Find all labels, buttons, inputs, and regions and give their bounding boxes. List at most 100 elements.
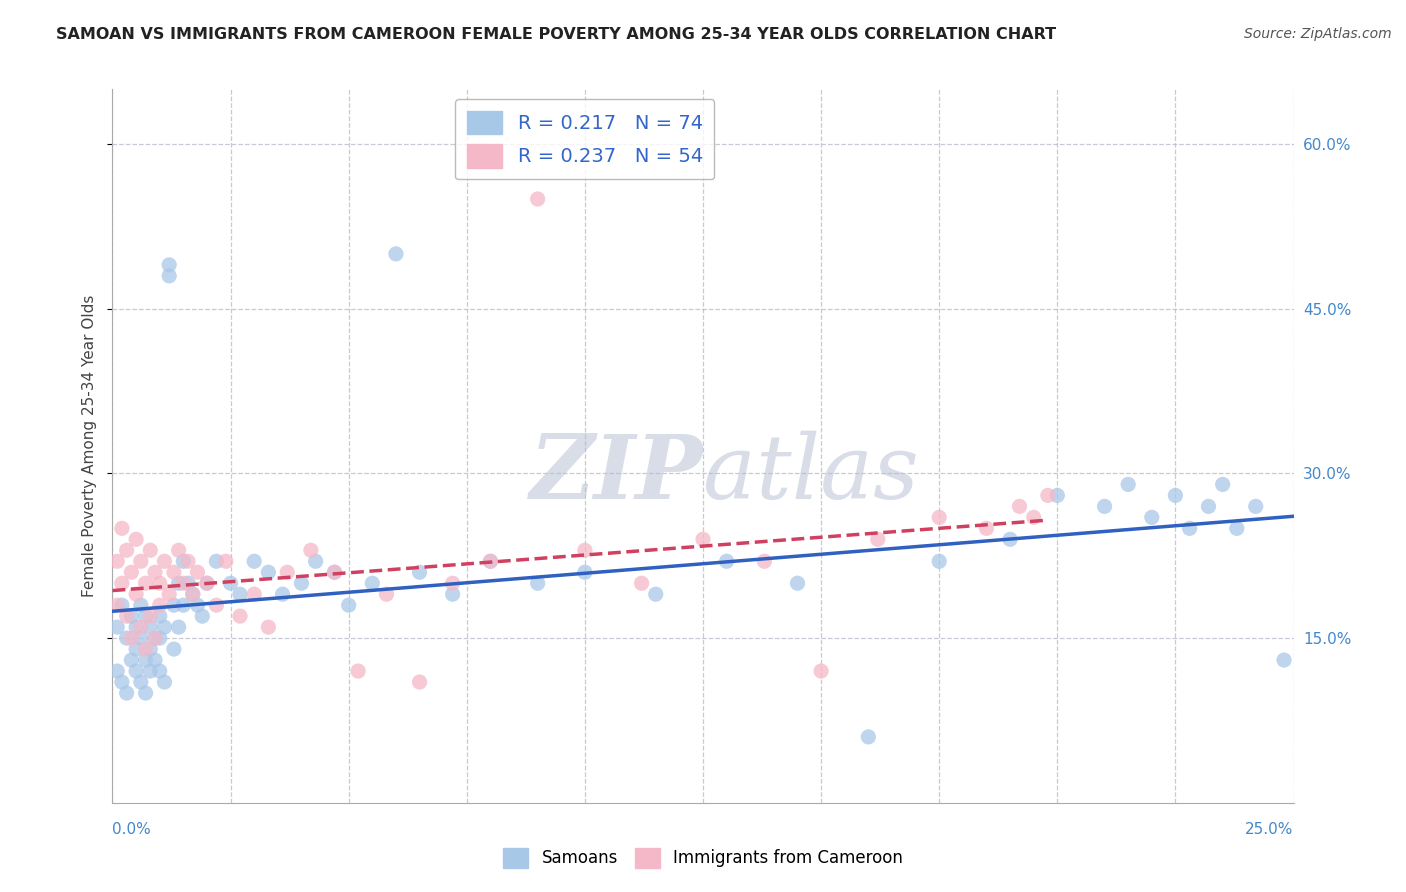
Point bbox=[998, 533, 1021, 547]
Point bbox=[135, 642, 157, 657]
Point bbox=[125, 620, 148, 634]
Point bbox=[276, 566, 298, 580]
Point bbox=[115, 543, 138, 558]
Point bbox=[375, 587, 398, 601]
Point bbox=[111, 675, 134, 690]
Point bbox=[172, 576, 194, 591]
Point bbox=[157, 258, 180, 272]
Point bbox=[120, 566, 142, 580]
Point bbox=[441, 587, 464, 601]
Point bbox=[115, 686, 138, 700]
Point bbox=[143, 653, 166, 667]
Point bbox=[172, 554, 194, 568]
Point bbox=[191, 609, 214, 624]
Point bbox=[526, 576, 548, 591]
Text: ZIP: ZIP bbox=[530, 432, 703, 517]
Point bbox=[257, 620, 280, 634]
Point bbox=[441, 576, 464, 591]
Y-axis label: Female Poverty Among 25-34 Year Olds: Female Poverty Among 25-34 Year Olds bbox=[82, 295, 97, 597]
Point bbox=[205, 554, 228, 568]
Point bbox=[120, 609, 142, 624]
Point bbox=[120, 653, 142, 667]
Point bbox=[195, 576, 218, 591]
Point bbox=[337, 598, 360, 612]
Point bbox=[125, 533, 148, 547]
Point bbox=[361, 576, 384, 591]
Point bbox=[129, 598, 152, 612]
Point bbox=[139, 664, 162, 678]
Point bbox=[928, 554, 950, 568]
Point bbox=[135, 686, 157, 700]
Point bbox=[157, 587, 180, 601]
Point bbox=[385, 247, 408, 261]
Point bbox=[215, 554, 238, 568]
Point bbox=[125, 664, 148, 678]
Point bbox=[1022, 510, 1045, 524]
Point bbox=[299, 543, 322, 558]
Point bbox=[1094, 500, 1116, 514]
Point bbox=[115, 631, 138, 645]
Point bbox=[139, 642, 162, 657]
Legend: Samoans, Immigrants from Cameroon: Samoans, Immigrants from Cameroon bbox=[496, 841, 910, 875]
Point bbox=[243, 554, 266, 568]
Point bbox=[786, 576, 808, 591]
Point bbox=[243, 587, 266, 601]
Point bbox=[149, 609, 172, 624]
Point bbox=[172, 598, 194, 612]
Point bbox=[149, 598, 172, 612]
Point bbox=[1198, 500, 1220, 514]
Point bbox=[177, 554, 200, 568]
Point bbox=[125, 587, 148, 601]
Point bbox=[129, 554, 152, 568]
Text: atlas: atlas bbox=[703, 431, 918, 518]
Point bbox=[1008, 500, 1031, 514]
Point bbox=[257, 566, 280, 580]
Point bbox=[1212, 477, 1234, 491]
Point bbox=[105, 554, 128, 568]
Point bbox=[1244, 500, 1267, 514]
Point bbox=[163, 566, 186, 580]
Point bbox=[644, 587, 666, 601]
Point bbox=[1178, 521, 1201, 535]
Point bbox=[1036, 488, 1059, 502]
Text: Source: ZipAtlas.com: Source: ZipAtlas.com bbox=[1244, 27, 1392, 41]
Point bbox=[1164, 488, 1187, 502]
Point bbox=[1046, 488, 1069, 502]
Point bbox=[143, 631, 166, 645]
Point bbox=[143, 631, 166, 645]
Point bbox=[163, 642, 186, 657]
Point bbox=[271, 587, 294, 601]
Point bbox=[1226, 521, 1249, 535]
Point bbox=[574, 543, 596, 558]
Point bbox=[149, 664, 172, 678]
Point bbox=[153, 620, 176, 634]
Point bbox=[181, 587, 204, 601]
Point bbox=[129, 675, 152, 690]
Point bbox=[167, 576, 190, 591]
Point bbox=[229, 609, 252, 624]
Point bbox=[125, 642, 148, 657]
Point bbox=[205, 598, 228, 612]
Point bbox=[195, 576, 218, 591]
Point bbox=[219, 576, 242, 591]
Point bbox=[105, 664, 128, 678]
Point bbox=[167, 543, 190, 558]
Point bbox=[1116, 477, 1139, 491]
Point bbox=[858, 730, 880, 744]
Point bbox=[135, 653, 157, 667]
Point bbox=[1272, 653, 1295, 667]
Point bbox=[177, 576, 200, 591]
Point bbox=[976, 521, 998, 535]
Point bbox=[928, 510, 950, 524]
Point bbox=[181, 587, 204, 601]
Point bbox=[810, 664, 832, 678]
Text: 25.0%: 25.0% bbox=[1246, 822, 1294, 837]
Point bbox=[323, 566, 346, 580]
Text: SAMOAN VS IMMIGRANTS FROM CAMEROON FEMALE POVERTY AMONG 25-34 YEAR OLDS CORRELAT: SAMOAN VS IMMIGRANTS FROM CAMEROON FEMAL… bbox=[56, 27, 1056, 42]
Point bbox=[135, 609, 157, 624]
Point bbox=[408, 566, 430, 580]
Point bbox=[153, 554, 176, 568]
Point bbox=[347, 664, 370, 678]
Point bbox=[149, 576, 172, 591]
Point bbox=[408, 675, 430, 690]
